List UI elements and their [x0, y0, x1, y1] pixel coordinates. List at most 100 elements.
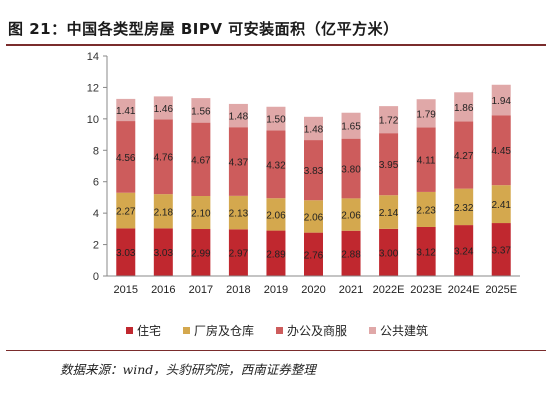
data-label-office: 4.27 [454, 151, 474, 162]
bar-segment-public [416, 99, 436, 128]
y-tick-label: 10 [87, 114, 99, 126]
bar-segment-public [228, 103, 248, 128]
x-tick-label: 2024E [448, 284, 480, 296]
data-label-public: 1.48 [304, 124, 324, 135]
bar-segment-office [304, 140, 323, 201]
bar-segment-factory [228, 195, 248, 230]
legend-item-public: 公共建筑 [369, 322, 428, 339]
data-label-office: 3.83 [304, 166, 324, 177]
bar-segment-residential [454, 225, 474, 276]
data-label-office: 4.67 [191, 155, 211, 166]
bar-segment-residential [191, 229, 211, 276]
x-tick-label: 2025E [485, 284, 517, 296]
bar-segment-office [379, 133, 399, 196]
bar-segment-office [416, 127, 436, 192]
data-label-factory: 2.18 [154, 207, 174, 218]
bar-segment-public [116, 98, 136, 122]
legend-label: 办公及商服 [287, 324, 348, 338]
bar-segment-factory [266, 198, 286, 231]
bar-segment-residential [266, 230, 286, 276]
bar-segment-public [379, 106, 399, 134]
data-label-residential: 2.89 [266, 249, 286, 260]
bar-segment-office [116, 121, 136, 193]
data-label-office: 4.56 [116, 153, 136, 164]
data-label-office: 3.95 [379, 160, 399, 171]
data-label-office: 4.45 [491, 146, 511, 157]
source-note: 数据来源：wind，头豹研究院，西南证券整理 [60, 362, 316, 377]
bar-segment-office [191, 122, 211, 197]
x-tick-label: 2022E [373, 284, 405, 296]
data-label-factory: 2.41 [491, 200, 511, 211]
bar-segment-factory [116, 192, 136, 229]
legend-swatch [369, 327, 377, 334]
bar-segment-public [191, 98, 211, 123]
bar-segment-residential [379, 228, 399, 276]
bar-segment-public [304, 116, 323, 141]
bar-segment-residential [304, 232, 323, 276]
bar-segment-public [266, 106, 286, 131]
data-label-residential: 3.03 [116, 248, 136, 259]
legend-swatch [182, 327, 190, 334]
y-tick-label: 0 [93, 271, 99, 283]
source-divider [6, 350, 546, 351]
x-tick-label: 2015 [114, 284, 138, 296]
bar-segment-factory [304, 200, 323, 233]
data-label-residential: 3.00 [379, 248, 399, 259]
data-label-factory: 2.13 [229, 209, 249, 220]
y-tick-label: 2 [93, 240, 99, 252]
x-tick-label: 2018 [226, 284, 250, 296]
x-tick-label: 2016 [151, 284, 175, 296]
bar-segment-residential [341, 230, 361, 276]
bar-segment-office [491, 115, 511, 186]
x-tick-label: 2020 [301, 284, 325, 296]
y-tick-label: 14 [87, 51, 99, 63]
y-tick-label: 12 [87, 82, 99, 94]
y-tick-label: 8 [93, 145, 99, 157]
data-label-office: 4.37 [229, 158, 249, 169]
data-label-public: 1.79 [416, 109, 436, 120]
data-label-factory: 2.10 [191, 209, 211, 220]
title-divider [6, 44, 546, 46]
data-label-factory: 2.06 [341, 211, 361, 222]
bar-segment-residential [228, 229, 248, 276]
bar-segment-factory [191, 196, 211, 230]
stacked-bar-chart: 0 2 4 6 8 10 12 14 3.03 2.27 4.56 1.41 3.03 2.18 4.76… [87, 51, 520, 296]
data-label-public: 1.94 [491, 96, 511, 107]
bar-segment-office [266, 130, 286, 199]
data-label-office: 4.11 [417, 156, 436, 167]
bar-segment-residential [491, 223, 511, 276]
legend-item-office: 办公及商服 [276, 322, 347, 339]
bar-segment-factory [454, 188, 474, 226]
legend-item-factory: 厂房及仓库 [182, 322, 254, 339]
data-label-residential: 3.03 [154, 248, 174, 259]
bar-segment-factory [491, 185, 511, 224]
bar-segment-residential [116, 228, 136, 276]
bar-segment-office [228, 127, 248, 196]
data-label-factory: 2.23 [416, 205, 436, 216]
figure-title: 图 21：中国各类型房屋 BIPV 可安装面积（亿平方米） [8, 20, 399, 38]
legend-swatch [125, 327, 133, 334]
bar-segment-residential [153, 228, 173, 276]
bar-segment-factory [416, 191, 436, 227]
bar-segment-public [454, 92, 474, 122]
data-label-office: 4.76 [154, 153, 174, 164]
bar-segment-residential [416, 226, 436, 276]
data-label-residential: 2.88 [341, 249, 361, 260]
data-label-office: 3.80 [341, 165, 361, 176]
data-label-residential: 2.99 [191, 249, 211, 260]
legend-label: 厂房及仓库 [193, 324, 254, 338]
legend-item-residential: 住宅 [125, 322, 161, 339]
bar-segment-factory [341, 198, 361, 231]
bar-segment-factory [153, 194, 173, 229]
bar-segment-office [454, 121, 474, 189]
data-label-residential: 3.37 [491, 246, 511, 257]
x-axis: 2015 2016 2017 2018 2019 2020 2021 2022E 2023E 20… [107, 275, 520, 296]
bar-segment-factory [379, 195, 399, 229]
y-axis: 0 2 4 6 8 10 12 14 [87, 51, 108, 283]
bar-segment-public [341, 112, 361, 139]
bar-segment-office [153, 119, 173, 195]
data-label-public: 1.72 [379, 116, 399, 127]
data-label-residential: 2.97 [229, 249, 249, 260]
legend-swatch [276, 327, 283, 334]
legend-label: 公共建筑 [380, 324, 429, 338]
